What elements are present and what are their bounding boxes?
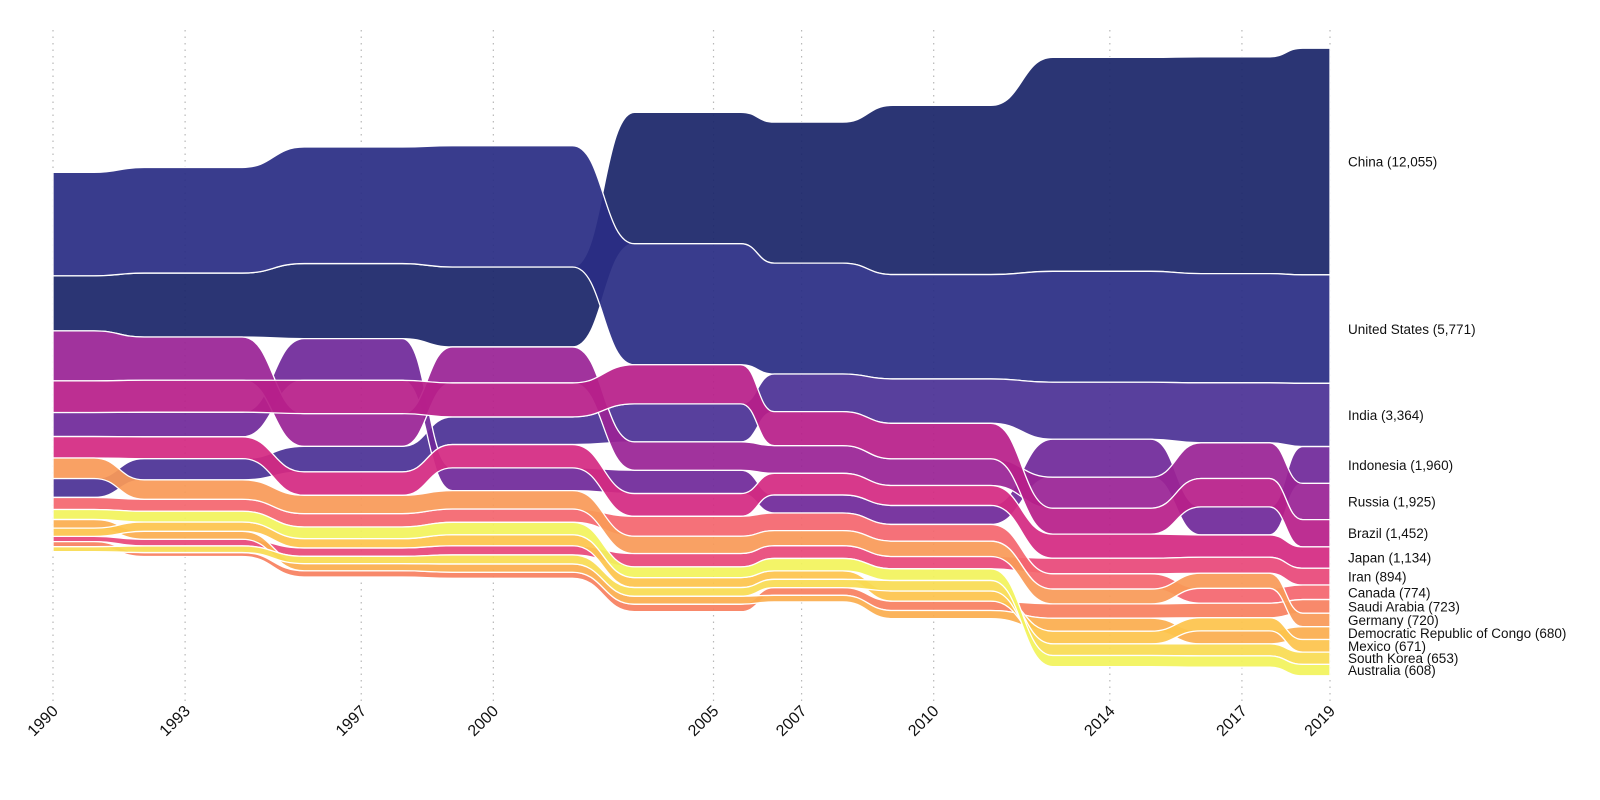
x-tick-label: 1997 bbox=[333, 703, 370, 740]
label-indonesia: Indonesia (1,960) bbox=[1348, 458, 1453, 473]
band-brazil bbox=[52, 364, 1331, 548]
x-tick-label: 2000 bbox=[465, 703, 502, 740]
label-brazil: Brazil (1,452) bbox=[1348, 526, 1428, 541]
x-tick-label: 2019 bbox=[1302, 703, 1339, 740]
label-australia: Australia (608) bbox=[1348, 663, 1436, 678]
label-russia: Russia (1,925) bbox=[1348, 495, 1436, 510]
label-saudi-arabia: Saudi Arabia (723) bbox=[1348, 599, 1460, 614]
series-labels: China (12,055) United States (5,771) India… bbox=[1348, 155, 1566, 679]
label-japan: Japan (1,134) bbox=[1348, 551, 1431, 566]
label-canada: Canada (774) bbox=[1348, 585, 1431, 600]
label-mexico: Mexico (671) bbox=[1348, 639, 1426, 654]
x-tick-label: 2007 bbox=[773, 703, 810, 740]
series-bands bbox=[52, 47, 1331, 677]
x-tick-label: 2010 bbox=[905, 703, 942, 740]
label-iran: Iran (894) bbox=[1348, 570, 1407, 585]
label-china: China (12,055) bbox=[1348, 155, 1437, 170]
x-tick-label: 1993 bbox=[157, 703, 194, 740]
label-south-korea: South Korea (653) bbox=[1348, 651, 1458, 666]
x-tick-label: 2005 bbox=[685, 703, 722, 740]
label-germany: Germany (720) bbox=[1348, 613, 1439, 628]
x-tick-label: 2014 bbox=[1081, 703, 1118, 740]
band-united-states bbox=[52, 145, 1331, 384]
x-tick-label: 1990 bbox=[25, 703, 62, 740]
band-australia bbox=[52, 508, 1331, 677]
label-democratic-republic-of-congo: Democratic Republic of Congo (680) bbox=[1348, 626, 1566, 641]
label-united-states: United States (5,771) bbox=[1348, 322, 1476, 337]
x-axis-tick-labels: 1990 1993 1997 2000 2005 2007 2010 2014 2017 2019 bbox=[25, 703, 1339, 740]
x-tick-label: 2017 bbox=[1214, 703, 1251, 740]
label-india: India (3,364) bbox=[1348, 408, 1424, 423]
